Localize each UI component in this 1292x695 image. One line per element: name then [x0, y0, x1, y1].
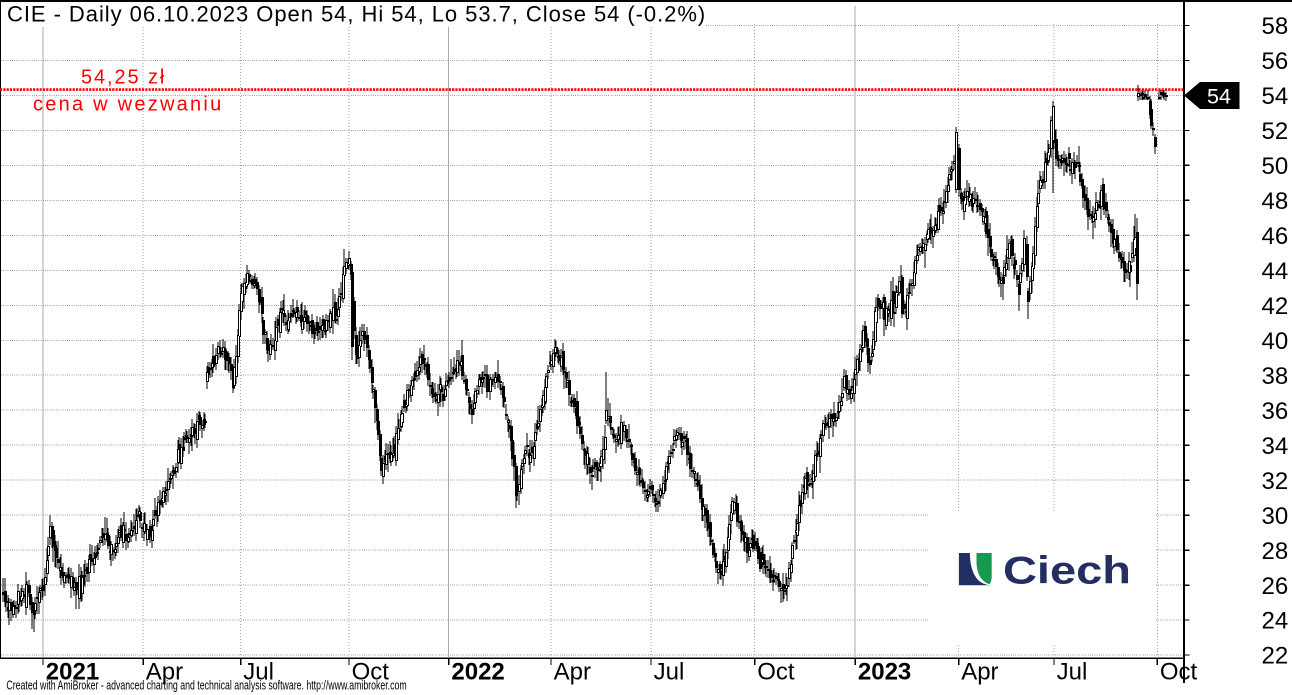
svg-text:52: 52: [1262, 118, 1289, 145]
svg-text:Jul: Jul: [243, 658, 274, 685]
svg-text:40: 40: [1262, 328, 1289, 355]
svg-text:26: 26: [1262, 573, 1289, 600]
svg-text:54,25 zł: 54,25 zł: [81, 67, 166, 89]
svg-text:28: 28: [1262, 538, 1289, 565]
svg-text:22: 22: [1262, 643, 1289, 670]
svg-text:54: 54: [1207, 84, 1231, 108]
svg-text:CIE - Daily 06.10.2023 Open 54: CIE - Daily 06.10.2023 Open 54, Hi 54, L…: [7, 2, 706, 27]
svg-text:36: 36: [1262, 398, 1289, 425]
svg-text:Apr: Apr: [146, 658, 183, 685]
svg-text:30: 30: [1262, 503, 1289, 530]
svg-text:56: 56: [1262, 48, 1289, 75]
svg-text:Created with AmiBroker - advan: Created with AmiBroker - advanced charti…: [6, 679, 406, 693]
svg-text:24: 24: [1262, 608, 1289, 635]
svg-text:58: 58: [1262, 13, 1289, 40]
svg-text:2022: 2022: [451, 658, 504, 685]
svg-text:50: 50: [1262, 153, 1289, 180]
svg-text:34: 34: [1262, 433, 1289, 460]
svg-text:Oct: Oct: [352, 658, 390, 685]
svg-text:48: 48: [1262, 188, 1289, 215]
svg-text:Oct: Oct: [1160, 658, 1198, 685]
svg-text:cena w wezwaniu: cena w wezwaniu: [33, 93, 224, 115]
svg-text:Apr: Apr: [554, 658, 591, 685]
svg-text:46: 46: [1262, 223, 1289, 250]
svg-text:32: 32: [1262, 468, 1289, 495]
svg-text:Ciech: Ciech: [1003, 549, 1131, 592]
svg-text:42: 42: [1262, 293, 1289, 320]
svg-text:Oct: Oct: [757, 658, 795, 685]
svg-text:54: 54: [1262, 83, 1289, 110]
svg-text:38: 38: [1262, 363, 1289, 390]
svg-text:2021: 2021: [46, 658, 99, 685]
svg-text:44: 44: [1262, 258, 1289, 285]
svg-text:Jul: Jul: [654, 658, 685, 685]
svg-text:Jul: Jul: [1057, 658, 1088, 685]
svg-text:2023: 2023: [858, 658, 911, 685]
svg-text:Apr: Apr: [961, 658, 998, 685]
